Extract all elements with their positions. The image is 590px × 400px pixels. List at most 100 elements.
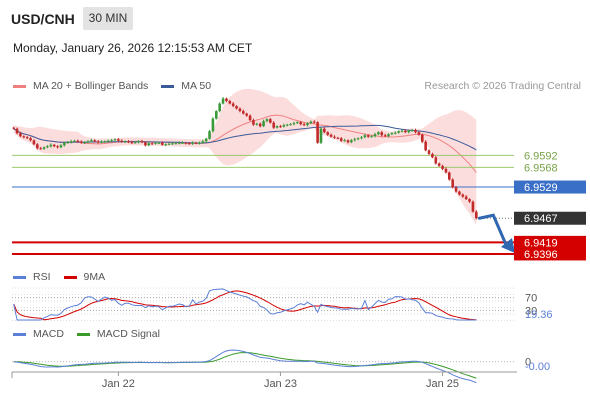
candle-body: [444, 168, 448, 173]
candle-body: [140, 141, 144, 143]
candle-body: [282, 125, 286, 127]
candle-body: [360, 137, 363, 139]
candle-body: [32, 140, 36, 145]
candle-body: [36, 144, 39, 149]
candle-body: [79, 141, 83, 143]
ma50-line: [13, 124, 477, 151]
candle-body: [187, 143, 191, 145]
ma50-swatch: [161, 84, 175, 88]
candle-body: [12, 127, 15, 129]
candle-body: [63, 142, 66, 146]
candle-body: [238, 108, 242, 112]
candle-body: [309, 121, 313, 124]
candle-body: [19, 133, 22, 137]
macd-tag-label: 0: [525, 357, 531, 369]
legend-rsi-label: RSI: [33, 271, 51, 283]
rsi-tag-label: 70: [525, 293, 537, 305]
candle-body: [475, 211, 478, 219]
chart-datetime: Monday, January 26, 2026 12:15:53 AM CET: [13, 41, 253, 55]
rsi-ma-line: [13, 290, 477, 321]
9ma-swatch: [63, 275, 77, 279]
rsi-legend: RSI 9MA: [13, 271, 118, 283]
candle-body: [181, 142, 184, 144]
candle-body: [201, 141, 205, 143]
candle-body: [346, 140, 350, 143]
candle-body: [245, 113, 248, 116]
candle-body: [289, 124, 292, 126]
candle-body: [252, 120, 255, 125]
candle-body: [417, 132, 421, 135]
candle-body: [390, 133, 394, 135]
legend-9ma: 9MA: [63, 271, 106, 283]
candle-body: [194, 142, 198, 144]
candle-body: [323, 128, 326, 133]
candle-body: [221, 98, 225, 104]
candle-body: [242, 111, 245, 114]
candle-body: [468, 199, 471, 202]
price-tag-label: 6.9396: [524, 249, 558, 261]
price-tag-box: [514, 235, 586, 249]
legend-rsi: RSI: [13, 271, 51, 283]
price-tag-pivot: 6.9529: [514, 180, 586, 194]
candle-body: [100, 141, 103, 143]
candle-body: [22, 136, 26, 138]
candle-body: [59, 145, 63, 148]
x-axis-label: Jan 23: [264, 378, 297, 390]
candle-body: [329, 134, 333, 137]
candle-body: [39, 148, 43, 150]
candle-body: [86, 141, 90, 143]
main-legend: MA 20 + Bollinger Bands MA 50: [13, 80, 224, 92]
price-tag-box: [514, 180, 586, 194]
rsi-swatch: [13, 275, 26, 279]
symbol-title: USD/CNH: [11, 11, 75, 27]
candle-body: [214, 111, 218, 119]
candle-body: [461, 194, 465, 197]
forecast-arrow: [477, 213, 509, 249]
candle-body: [113, 139, 117, 141]
legend-macd-signal-label: MACD Signal: [96, 328, 160, 340]
candle-body: [336, 137, 340, 139]
candle-body: [437, 163, 441, 166]
candle-body: [262, 121, 265, 127]
candle-body: [83, 142, 86, 144]
candle-body: [451, 179, 454, 188]
candle-body: [66, 142, 70, 144]
macd-signal-swatch: [76, 332, 90, 336]
candle-body: [326, 132, 330, 135]
candle-body: [393, 132, 397, 134]
candle-body: [208, 131, 211, 139]
candle-body: [204, 138, 208, 142]
candle-body: [299, 122, 303, 125]
candle-body: [231, 103, 235, 107]
candle-body: [120, 140, 124, 142]
candle-body: [177, 142, 181, 144]
candle-body: [218, 103, 221, 112]
candle-body: [434, 157, 438, 164]
candle-body: [96, 141, 100, 143]
legend-9ma-label: 9MA: [83, 271, 106, 283]
candle-body: [123, 141, 127, 143]
rsi-line: [13, 288, 477, 321]
candle-body: [171, 143, 174, 145]
candle-body: [397, 131, 400, 133]
candle-body: [157, 142, 161, 144]
candle-body: [56, 146, 59, 148]
price-tag-support: 6.9419: [514, 235, 586, 249]
price-tag-resistance: 6.9568: [524, 162, 558, 174]
timeframe-button[interactable]: 30 MIN: [83, 7, 133, 30]
candle-body: [265, 119, 269, 122]
candle-body: [343, 140, 346, 142]
candle-body: [353, 139, 357, 141]
candle-body: [366, 135, 370, 137]
candle-body: [69, 141, 73, 143]
price-tag-label: 6.9592: [524, 150, 558, 162]
legend-ma20-label: MA 20 + Bollinger Bands: [33, 80, 149, 92]
candle-body: [407, 130, 411, 133]
candle-body: [103, 141, 107, 143]
candle-body: [154, 142, 157, 144]
ma20-line: [13, 114, 477, 173]
x-axis-label: Jan 25: [426, 378, 459, 390]
legend-ma20: MA 20 + Bollinger Bands: [13, 80, 148, 92]
candle-body: [235, 106, 238, 109]
